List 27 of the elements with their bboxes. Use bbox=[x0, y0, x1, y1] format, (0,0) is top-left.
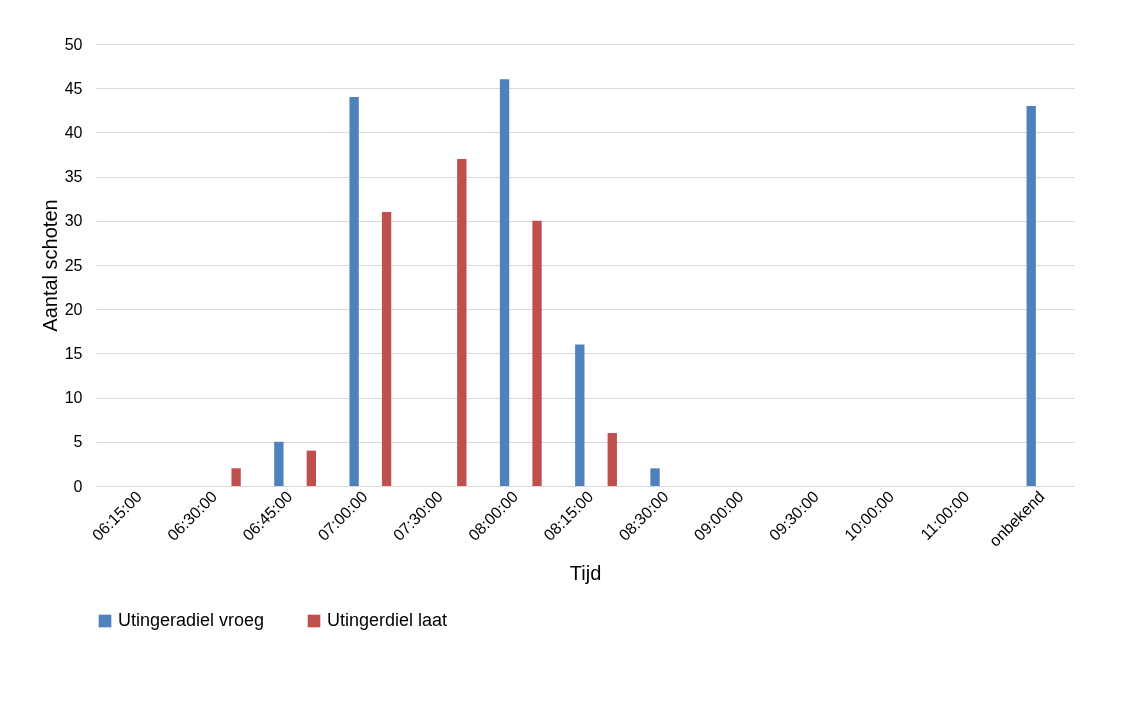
y-tick-label: 20 bbox=[64, 300, 83, 318]
y-tick-label: 40 bbox=[64, 123, 83, 141]
y-tick-label: 25 bbox=[64, 256, 83, 274]
x-axis-title: Tijd bbox=[569, 561, 602, 584]
y-tick-label: 10 bbox=[64, 389, 83, 407]
bar bbox=[499, 79, 510, 486]
legend-label: Utingeradiel vroeg bbox=[118, 610, 265, 630]
bar bbox=[1026, 105, 1036, 486]
bar bbox=[231, 468, 241, 486]
legend-label: Utingerdiel laat bbox=[327, 610, 448, 630]
bar bbox=[381, 211, 392, 486]
bar bbox=[575, 344, 585, 486]
bar bbox=[349, 97, 359, 486]
bar bbox=[274, 441, 284, 486]
y-tick-label: 15 bbox=[64, 344, 83, 362]
bar bbox=[457, 158, 467, 486]
y-tick-label: 0 bbox=[73, 477, 83, 495]
bar bbox=[607, 432, 617, 486]
y-axis-title: Aantal schoten bbox=[38, 199, 61, 332]
y-tick-label: 35 bbox=[64, 168, 83, 186]
y-tick-label: 30 bbox=[64, 212, 83, 230]
bar bbox=[306, 450, 317, 486]
y-tick-label: 50 bbox=[64, 35, 83, 53]
bar bbox=[650, 468, 660, 486]
y-tick-label: 5 bbox=[73, 433, 83, 451]
bar bbox=[532, 220, 542, 486]
y-tick-label: 45 bbox=[64, 79, 83, 97]
